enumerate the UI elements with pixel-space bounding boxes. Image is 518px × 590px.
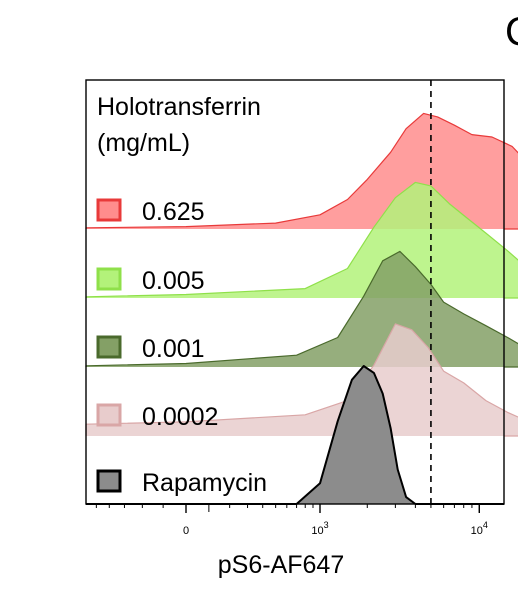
histogram-0-0002 [85, 323, 518, 437]
x-tick-label: 104 [471, 520, 488, 537]
legend-label-0-0002: 0.0002 [142, 403, 218, 431]
legend-swatch-0-001 [96, 335, 122, 359]
histogram-tracks [85, 112, 518, 505]
legend-label-rapamycin: Rapamycin [142, 469, 267, 497]
x-tick-label: 103 [311, 520, 328, 537]
legend-title-line-1: Holotransferrin [97, 93, 261, 121]
legend-title-line-2: (mg/mL) [97, 129, 190, 157]
panel-letter: C [505, 10, 518, 54]
x-tick-label: 0 [183, 525, 189, 537]
x-axis-label: pS6-AF647 [218, 551, 344, 579]
histogram-rapamycin [86, 365, 504, 505]
x-axis: 0103104106 [95, 504, 488, 537]
legend-swatch-0-005 [96, 267, 122, 291]
legend-label-0-001: 0.001 [142, 335, 205, 363]
legend: 0.625 0.005 0.001 0.0002 Rapamycin [96, 198, 267, 497]
legend-swatch-0-0002 [96, 403, 122, 427]
plot-frame [85, 79, 505, 505]
legend-swatch-0-625 [96, 198, 122, 222]
legend-label-0-005: 0.005 [142, 267, 205, 295]
legend-label-0-625: 0.625 [142, 198, 205, 226]
legend-swatch-rapamycin [96, 469, 122, 493]
